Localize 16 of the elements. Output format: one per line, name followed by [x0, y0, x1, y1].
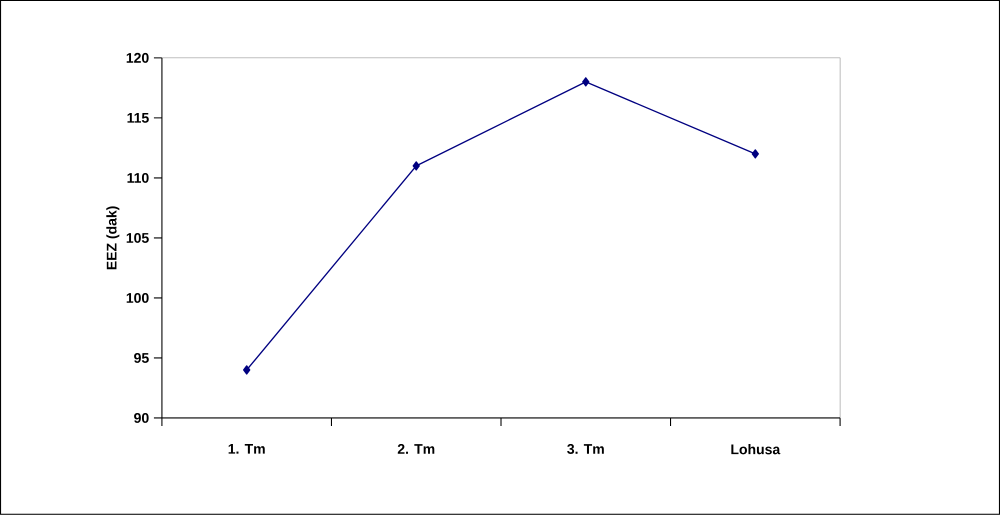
- x-tick-label: 3. Tm: [567, 444, 604, 454]
- x-tick-label: 1. Tm: [228, 444, 265, 454]
- point: [752, 149, 759, 159]
- point: [582, 77, 590, 87]
- x-tick-label: Lohusa: [731, 444, 780, 454]
- y-tick-label: 100: [126, 293, 149, 303]
- y-tick-label: 115: [127, 113, 149, 123]
- y-axis-title: EEZ (dak): [106, 206, 120, 270]
- point: [243, 365, 250, 375]
- y-tick-label: 95: [134, 353, 149, 363]
- y-tick-label: 110: [127, 173, 149, 183]
- point: [412, 161, 420, 171]
- y-tick-label: 120: [126, 52, 149, 63]
- x-tick-label: 2. Tm: [398, 444, 434, 454]
- y-tick-label: 105: [126, 233, 149, 243]
- y-tick-label: 90: [134, 413, 149, 423]
